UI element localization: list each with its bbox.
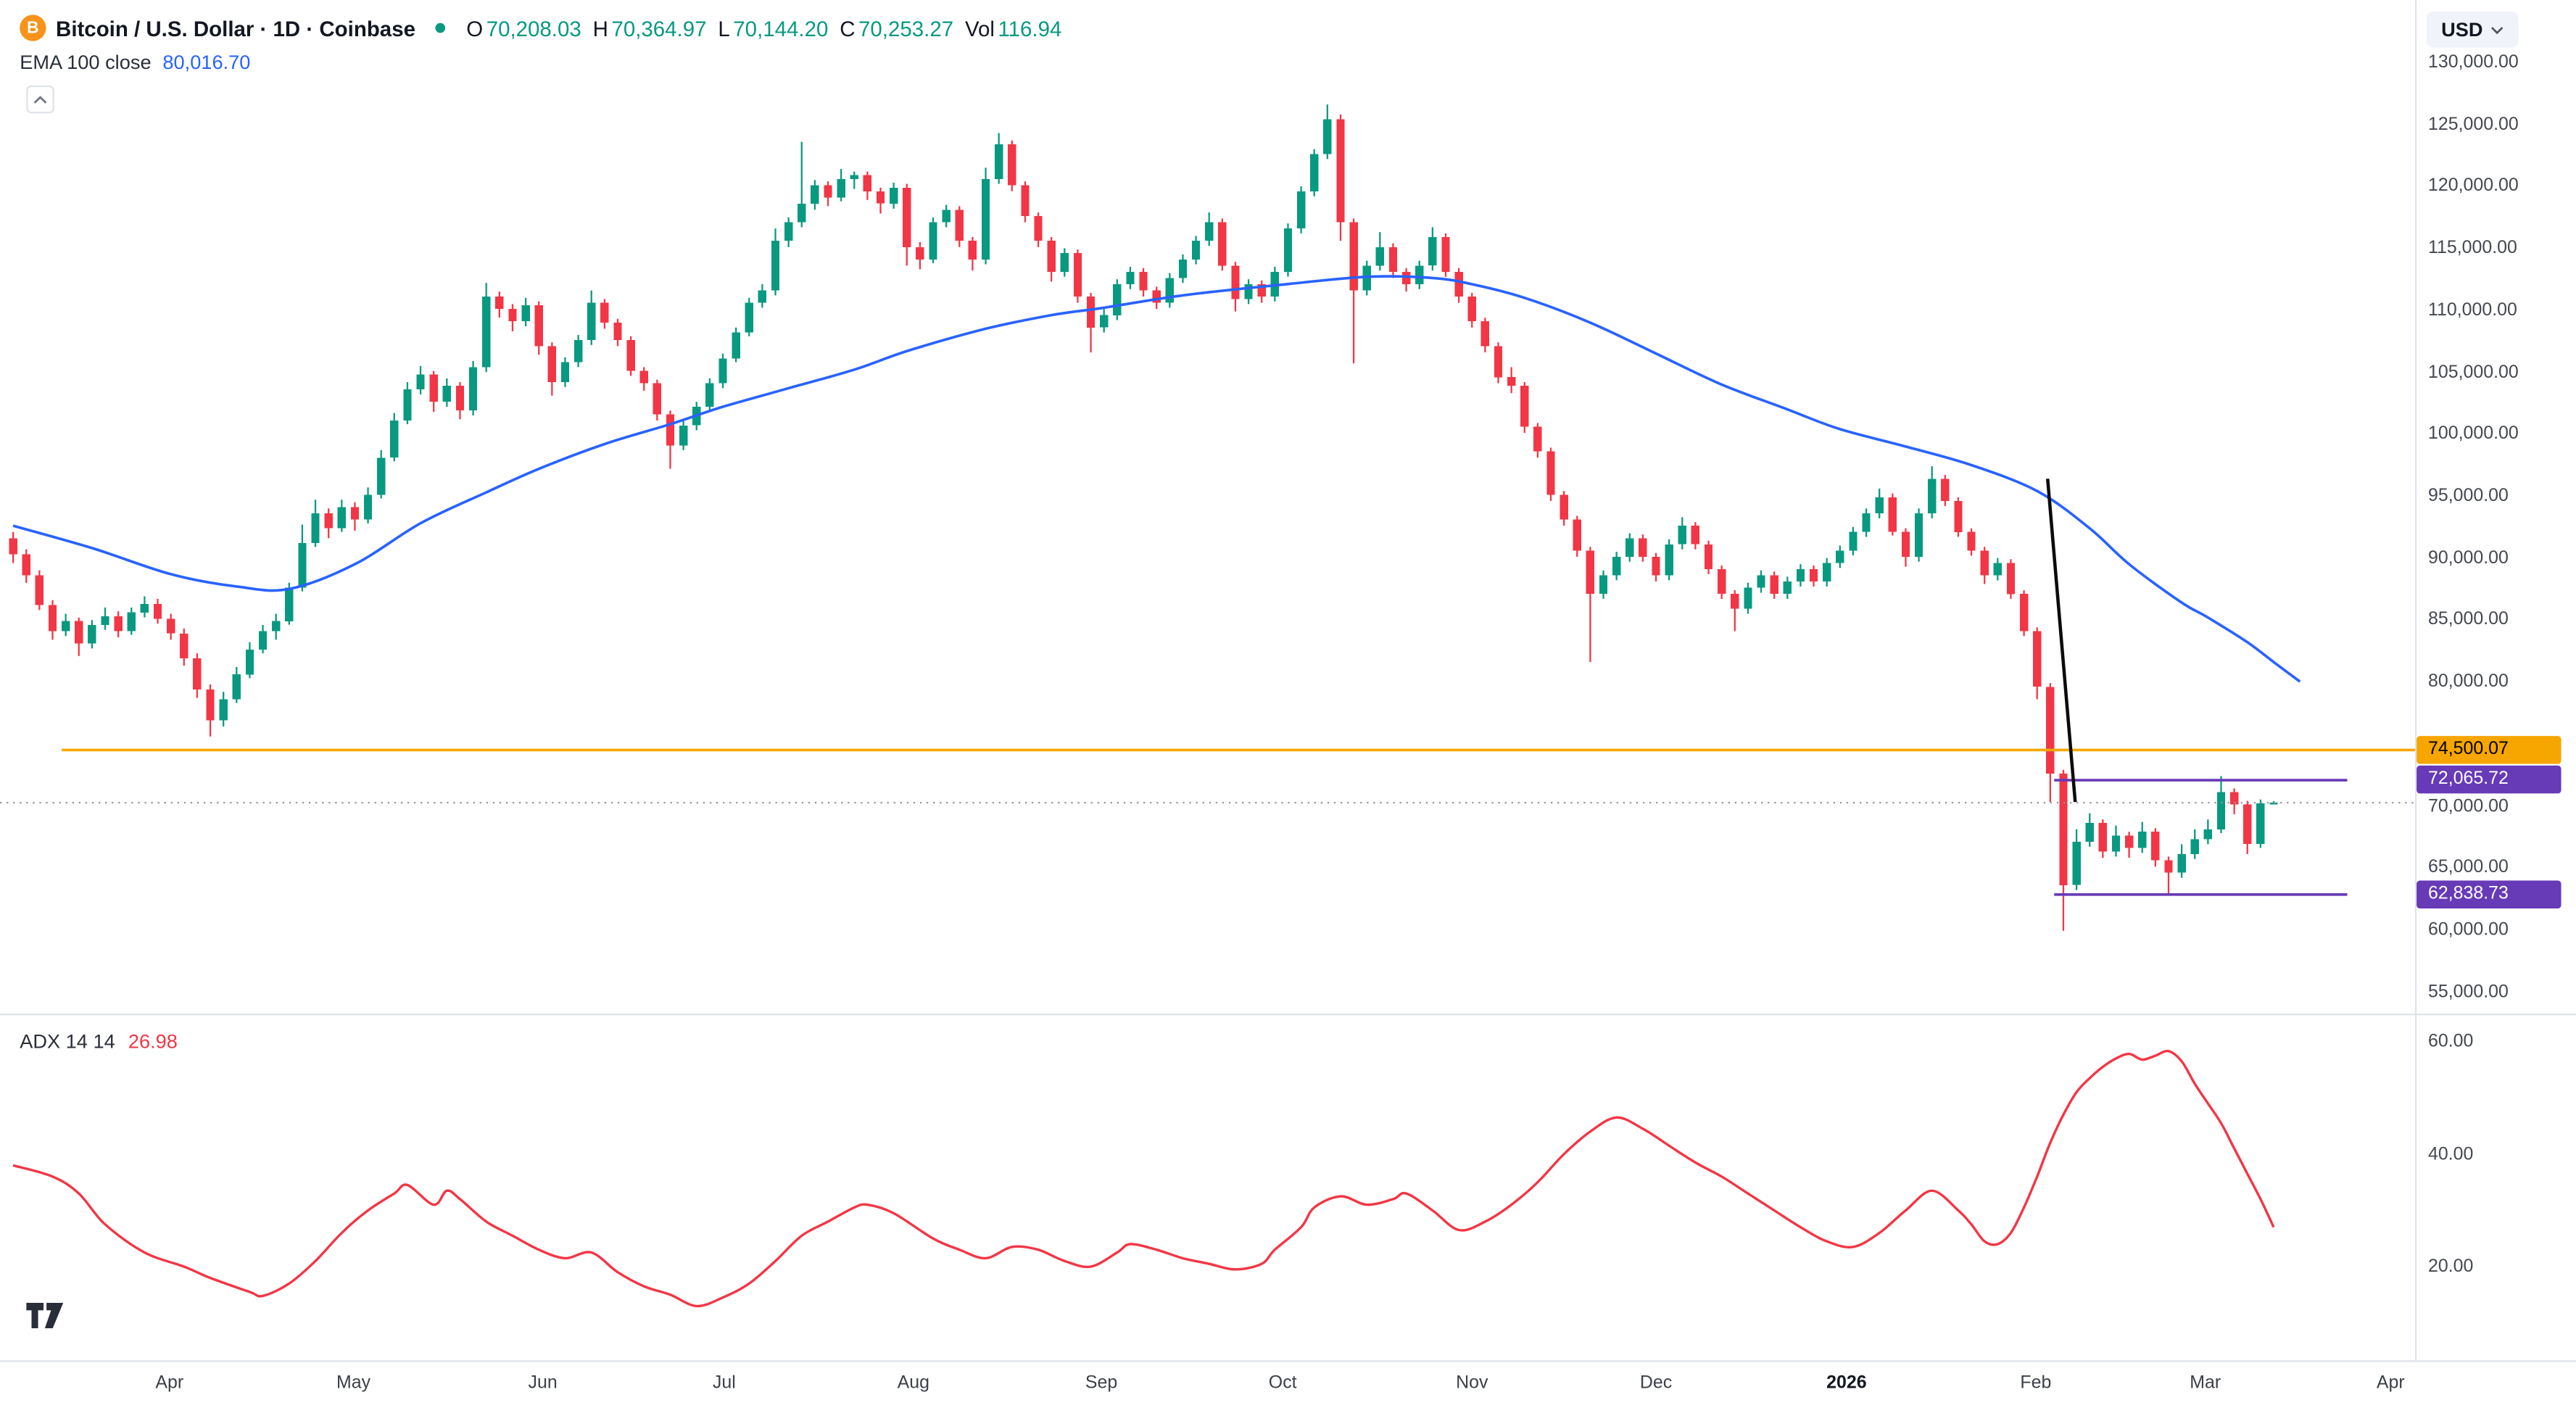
- time-axis-label: Feb: [2020, 1373, 2052, 1393]
- bitcoin-icon: B: [20, 15, 46, 41]
- line-price-badge: 62,838.73: [2416, 880, 2561, 909]
- time-axis-label: Apr: [2376, 1373, 2405, 1393]
- price-tick-label: 130,000.00: [2428, 52, 2519, 73]
- chevron-down-icon: [2491, 25, 2504, 34]
- market-status-icon: [435, 22, 445, 33]
- time-axis-label: Oct: [1268, 1373, 1297, 1393]
- price-tick-label: 120,000.00: [2428, 176, 2519, 196]
- price-tick-label: 85,000.00: [2428, 610, 2509, 630]
- price-tick-label: 110,000.00: [2428, 300, 2517, 320]
- price-axis-border: [2414, 0, 2417, 1361]
- time-axis-label: 2026: [1826, 1373, 1867, 1393]
- time-axis-label: Jul: [712, 1373, 736, 1393]
- currency-dropdown[interactable]: USD: [2426, 11, 2519, 48]
- price-tick-label: 80,000.00: [2428, 671, 2509, 692]
- line-price-badge: 74,500.07: [2416, 736, 2561, 764]
- adx-tick-label: 20.00: [2428, 1256, 2474, 1277]
- adx-pane-canvas[interactable]: [0, 1014, 2415, 1360]
- adx-tick-label: 40.00: [2428, 1144, 2474, 1164]
- time-axis-label: Nov: [1456, 1373, 1488, 1393]
- ema-indicator-label[interactable]: EMA 100 close: [20, 51, 152, 74]
- adx-legend-row: ADX 14 14 26.98: [20, 1030, 178, 1053]
- currency-label: USD: [2441, 17, 2483, 41]
- collapse-pane-button[interactable]: [26, 85, 54, 114]
- price-tick-label: 100,000.00: [2428, 424, 2519, 444]
- ohlc-open: O 70,208.03: [466, 15, 581, 41]
- time-axis-label: Mar: [2190, 1373, 2221, 1393]
- time-axis-label: Jun: [528, 1373, 558, 1393]
- price-axis[interactable]: 130,000.00 125,000.00 120,000.00 115,000.00…: [2416, 0, 2576, 1360]
- price-tick-label: 60,000.00: [2428, 919, 2509, 940]
- pane-divider[interactable]: [0, 1014, 2576, 1016]
- symbol-title[interactable]: Bitcoin / U.S. Dollar · 1D · Coinbase: [56, 15, 415, 41]
- time-axis-label: Sep: [1085, 1373, 1118, 1393]
- time-axis[interactable]: Apr May Jun Jul Aug Sep Oct Nov Dec 2026 Feb Mar Apr: [0, 1360, 2576, 1408]
- price-tick-label: 95,000.00: [2428, 486, 2509, 506]
- adx-indicator-value: 26.98: [128, 1030, 178, 1053]
- tradingview-logo[interactable]: [26, 1302, 64, 1338]
- chart-legend: B Bitcoin / U.S. Dollar · 1D · Coinbase …: [20, 13, 1061, 74]
- time-axis-label: Apr: [155, 1373, 184, 1393]
- time-axis-label: Dec: [1639, 1373, 1673, 1393]
- price-pane-canvas[interactable]: [0, 0, 2415, 1014]
- price-tick-label: 55,000.00: [2428, 982, 2509, 1002]
- price-tick-label: 65,000.00: [2428, 858, 2509, 878]
- ema-legend-row: EMA 100 close 80,016.70: [20, 51, 1061, 74]
- price-tick-label: 115,000.00: [2428, 238, 2517, 258]
- adx-tick-label: 60.00: [2428, 1031, 2474, 1052]
- adx-indicator-label[interactable]: ADX 14 14: [20, 1030, 115, 1053]
- time-axis-label: Aug: [897, 1373, 930, 1393]
- ohlc-low: L 70,144.20: [718, 15, 829, 41]
- ohlc-volume: Vol 116.94: [964, 15, 1062, 41]
- price-tick-label: 125,000.00: [2428, 114, 2519, 135]
- line-price-badge: 72,065.72: [2416, 766, 2561, 795]
- price-tick-label: 70,000.00: [2428, 795, 2509, 816]
- symbol-legend-row: B Bitcoin / U.S. Dollar · 1D · Coinbase …: [20, 13, 1061, 43]
- ohlc-close: C 70,253.27: [840, 15, 954, 41]
- tradingview-logo-icon: [26, 1302, 64, 1328]
- price-tick-label: 105,000.00: [2428, 362, 2519, 382]
- time-axis-label: May: [336, 1373, 371, 1393]
- ohlc-high: H 70,364.97: [592, 15, 707, 41]
- chevron-up-icon: [33, 94, 47, 103]
- ema-indicator-value: 80,016.70: [162, 51, 251, 74]
- price-tick-label: 90,000.00: [2428, 548, 2509, 568]
